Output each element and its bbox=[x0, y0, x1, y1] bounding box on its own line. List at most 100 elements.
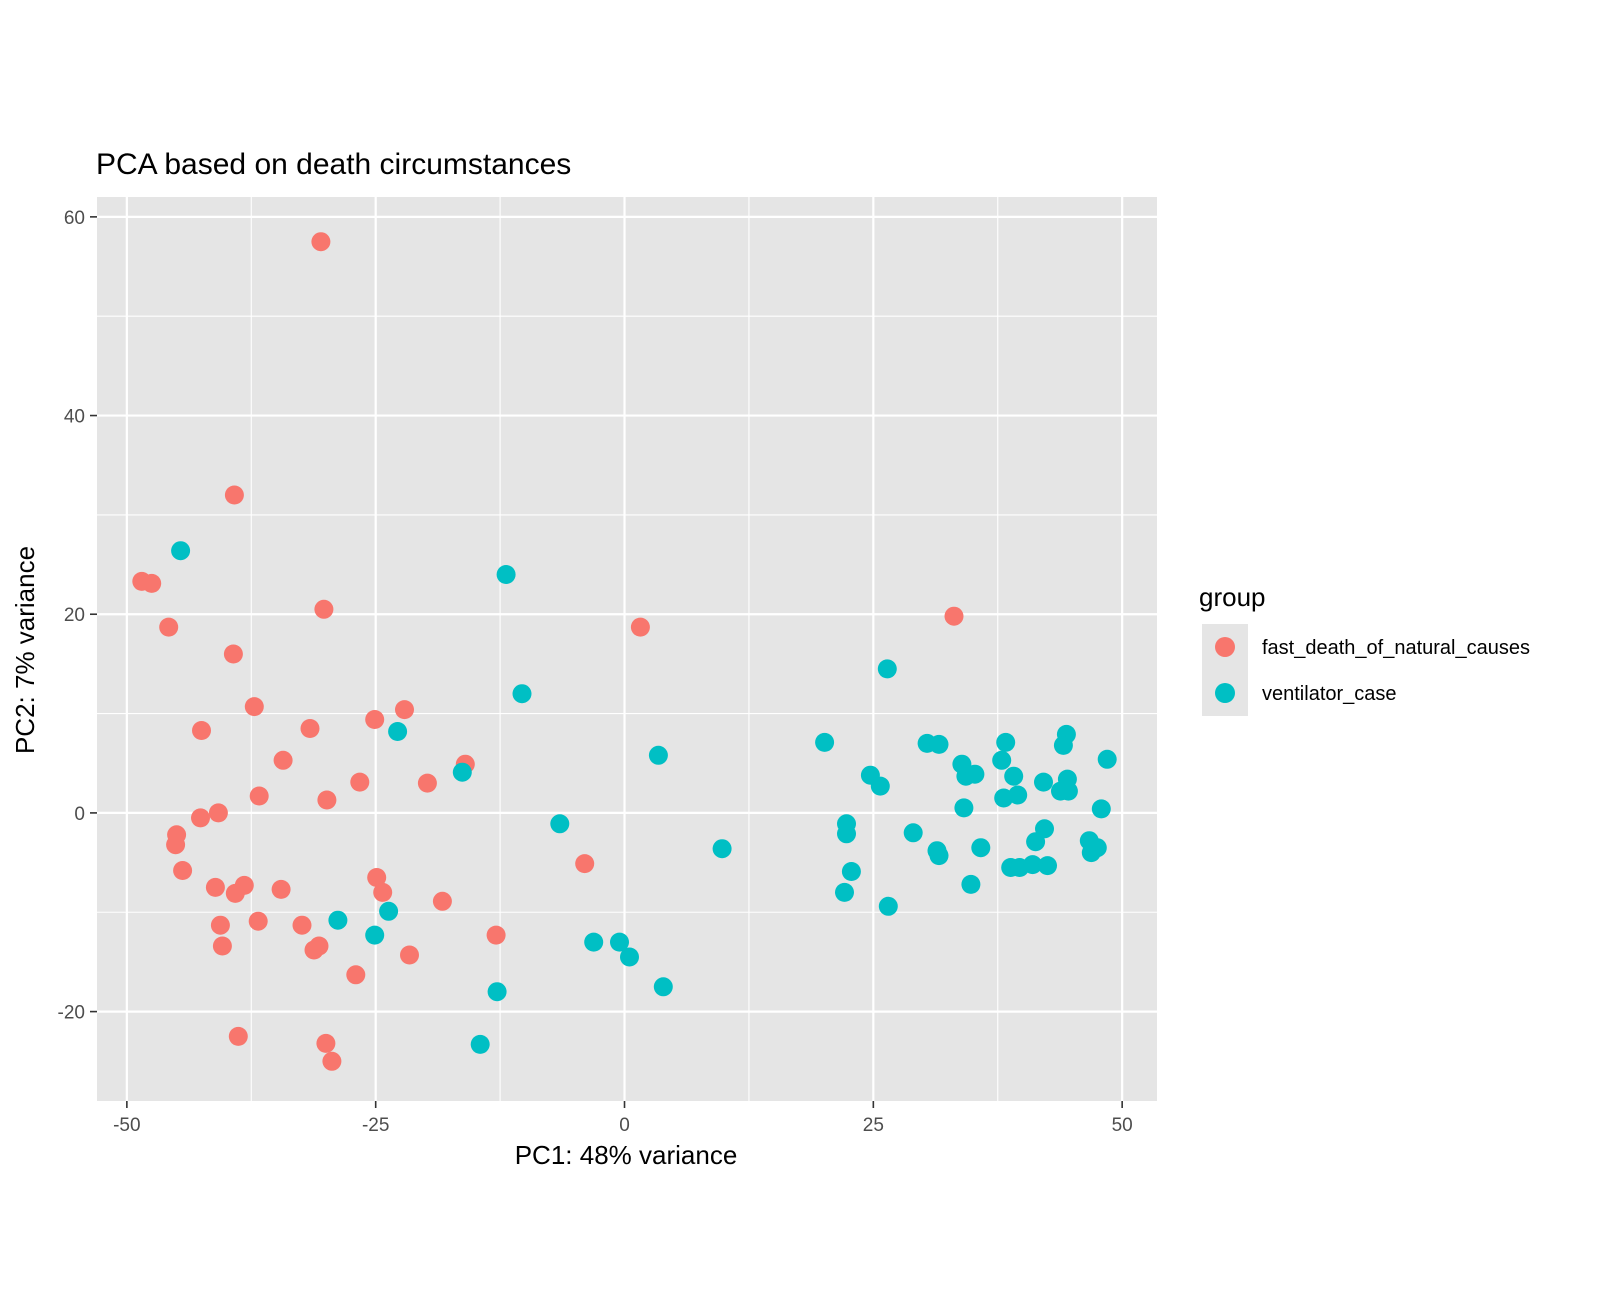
y-tick-label: 0 bbox=[74, 804, 85, 825]
point-fast-death-of-natural-causes bbox=[575, 854, 595, 874]
point-ventilator-case bbox=[487, 982, 507, 1002]
x-axis-title: PC1: 48% variance bbox=[515, 1140, 738, 1170]
legend-key-fast-death bbox=[1215, 637, 1235, 657]
point-fast-death-of-natural-causes bbox=[350, 772, 370, 792]
point-ventilator-case bbox=[965, 764, 985, 784]
point-ventilator-case bbox=[1023, 855, 1043, 875]
point-fast-death-of-natural-causes bbox=[248, 911, 268, 931]
point-ventilator-case bbox=[620, 947, 639, 967]
y-tick-label: 20 bbox=[64, 605, 85, 626]
point-ventilator-case bbox=[1034, 772, 1053, 792]
chart-title: PCA based on death circumstances bbox=[96, 148, 571, 181]
point-ventilator-case bbox=[712, 839, 732, 859]
point-ventilator-case bbox=[870, 776, 890, 796]
point-fast-death-of-natural-causes bbox=[249, 786, 269, 806]
point-ventilator-case bbox=[1091, 799, 1111, 819]
point-ventilator-case bbox=[815, 732, 835, 752]
point-fast-death-of-natural-causes bbox=[210, 915, 230, 935]
point-ventilator-case bbox=[971, 838, 991, 858]
point-ventilator-case bbox=[841, 862, 861, 881]
point-fast-death-of-natural-causes bbox=[346, 965, 366, 985]
point-fast-death-of-natural-causes bbox=[244, 697, 264, 717]
legend-key-ventilator bbox=[1215, 683, 1235, 703]
x-tick-label: 0 bbox=[619, 1115, 630, 1136]
point-fast-death-of-natural-causes bbox=[432, 891, 452, 911]
point-ventilator-case bbox=[878, 896, 898, 916]
point-fast-death-of-natural-causes bbox=[365, 710, 385, 729]
point-fast-death-of-natural-causes bbox=[271, 879, 291, 899]
y-axis-ticks: -20 0 20 40 60 bbox=[58, 208, 97, 1024]
point-fast-death-of-natural-causes bbox=[212, 936, 232, 956]
point-ventilator-case bbox=[835, 882, 854, 902]
point-fast-death-of-natural-causes bbox=[322, 1051, 342, 1071]
point-fast-death-of-natural-causes bbox=[205, 877, 225, 897]
point-ventilator-case bbox=[610, 932, 629, 952]
point-ventilator-case bbox=[365, 925, 385, 945]
x-tick-label: 25 bbox=[863, 1115, 884, 1136]
point-ventilator-case bbox=[379, 901, 399, 921]
x-tick-label: -25 bbox=[362, 1115, 389, 1136]
point-fast-death-of-natural-causes bbox=[228, 1026, 248, 1046]
point-ventilator-case bbox=[996, 732, 1016, 752]
point-ventilator-case bbox=[388, 722, 408, 741]
point-fast-death-of-natural-causes bbox=[159, 617, 179, 637]
point-fast-death-of-natural-causes bbox=[300, 719, 320, 738]
point-fast-death-of-natural-causes bbox=[314, 599, 334, 619]
point-fast-death-of-natural-causes bbox=[273, 750, 293, 770]
legend-label-fast-death: fast_death_of_natural_causes bbox=[1262, 637, 1530, 659]
x-axis-ticks: -50 -25 0 25 50 bbox=[113, 1101, 1133, 1136]
point-ventilator-case bbox=[1097, 749, 1117, 769]
point-fast-death-of-natural-causes bbox=[417, 773, 437, 793]
point-fast-death-of-natural-causes bbox=[192, 721, 211, 740]
point-ventilator-case bbox=[653, 977, 673, 997]
point-ventilator-case bbox=[1004, 766, 1024, 786]
point-fast-death-of-natural-causes bbox=[225, 883, 245, 903]
point-fast-death-of-natural-causes bbox=[208, 803, 228, 823]
point-fast-death-of-natural-causes bbox=[630, 617, 650, 637]
point-ventilator-case bbox=[929, 846, 949, 866]
point-ventilator-case bbox=[496, 565, 516, 584]
point-fast-death-of-natural-causes bbox=[304, 940, 324, 960]
point-fast-death-of-natural-causes bbox=[292, 915, 312, 935]
y-axis-title: PC2: 7% variance bbox=[10, 546, 40, 754]
point-ventilator-case bbox=[929, 734, 949, 754]
y-tick-label: 60 bbox=[64, 208, 85, 229]
point-fast-death-of-natural-causes bbox=[373, 882, 393, 902]
point-ventilator-case bbox=[328, 910, 348, 930]
point-ventilator-case bbox=[1008, 785, 1028, 805]
legend: group fast_death_of_natural_causes venti… bbox=[1199, 582, 1530, 716]
y-tick-label: 40 bbox=[64, 407, 85, 428]
point-ventilator-case bbox=[1087, 838, 1107, 858]
data-points bbox=[132, 232, 1117, 1071]
minor-gridlines bbox=[97, 197, 1157, 1101]
point-ventilator-case bbox=[903, 823, 923, 843]
point-ventilator-case bbox=[1035, 819, 1054, 839]
legend-title: group bbox=[1199, 582, 1266, 612]
legend-label-ventilator: ventilator_case bbox=[1262, 683, 1397, 705]
point-ventilator-case bbox=[1053, 735, 1073, 755]
point-fast-death-of-natural-causes bbox=[166, 835, 186, 855]
point-fast-death-of-natural-causes bbox=[223, 644, 243, 664]
point-ventilator-case bbox=[550, 814, 570, 834]
point-ventilator-case bbox=[954, 798, 974, 818]
point-ventilator-case bbox=[961, 874, 981, 894]
point-fast-death-of-natural-causes bbox=[191, 808, 210, 828]
point-ventilator-case bbox=[1058, 781, 1078, 801]
point-ventilator-case bbox=[452, 762, 472, 782]
point-ventilator-case bbox=[1038, 856, 1057, 876]
point-fast-death-of-natural-causes bbox=[142, 573, 162, 593]
point-ventilator-case bbox=[512, 684, 532, 704]
point-fast-death-of-natural-causes bbox=[316, 1033, 336, 1053]
point-fast-death-of-natural-causes bbox=[944, 606, 964, 626]
point-fast-death-of-natural-causes bbox=[367, 868, 387, 887]
point-ventilator-case bbox=[877, 659, 897, 679]
point-ventilator-case bbox=[837, 824, 856, 844]
point-ventilator-case bbox=[171, 541, 191, 561]
point-ventilator-case bbox=[992, 750, 1012, 770]
x-tick-label: 50 bbox=[1112, 1115, 1133, 1136]
point-fast-death-of-natural-causes bbox=[395, 700, 414, 720]
y-tick-label: -20 bbox=[58, 1003, 85, 1024]
point-fast-death-of-natural-causes bbox=[400, 945, 419, 965]
point-ventilator-case bbox=[470, 1034, 490, 1054]
